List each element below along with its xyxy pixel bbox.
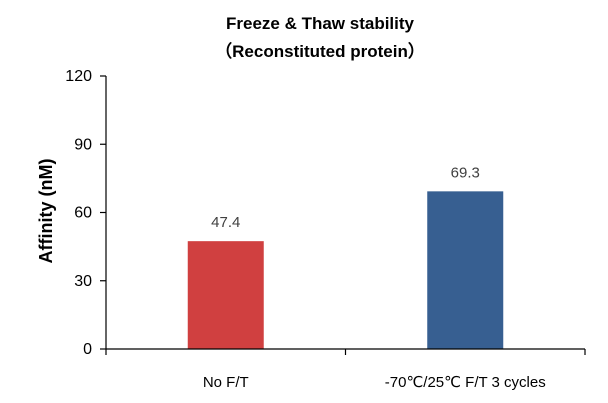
chart-subtitle: （Reconstituted protein） [215,41,425,61]
data-label: 47.4 [211,214,240,231]
chart-title: Freeze & Thaw stability [226,14,415,33]
bar [187,241,264,349]
y-axis-label: Affinity (nM) [36,159,56,264]
data-label: 69.3 [451,164,480,181]
y-tick-label: 0 [83,341,92,358]
category-labels: No F/T -70℃/25℃ F/T 3 cycles [203,374,546,391]
y-tick-label: 60 [74,205,92,222]
bars [187,191,504,349]
y-tick-label: 30 [74,273,92,290]
bar [427,191,504,349]
y-tick-label: 120 [65,68,92,85]
category-label: No F/T [203,374,249,391]
data-labels: 47.4 69.3 [211,164,480,231]
y-tick-label: 90 [74,136,92,153]
y-axis-ticks: 0 30 60 90 120 [65,68,106,358]
x-axis-ticks [105,349,586,355]
category-label: -70℃/25℃ F/T 3 cycles [385,374,546,391]
